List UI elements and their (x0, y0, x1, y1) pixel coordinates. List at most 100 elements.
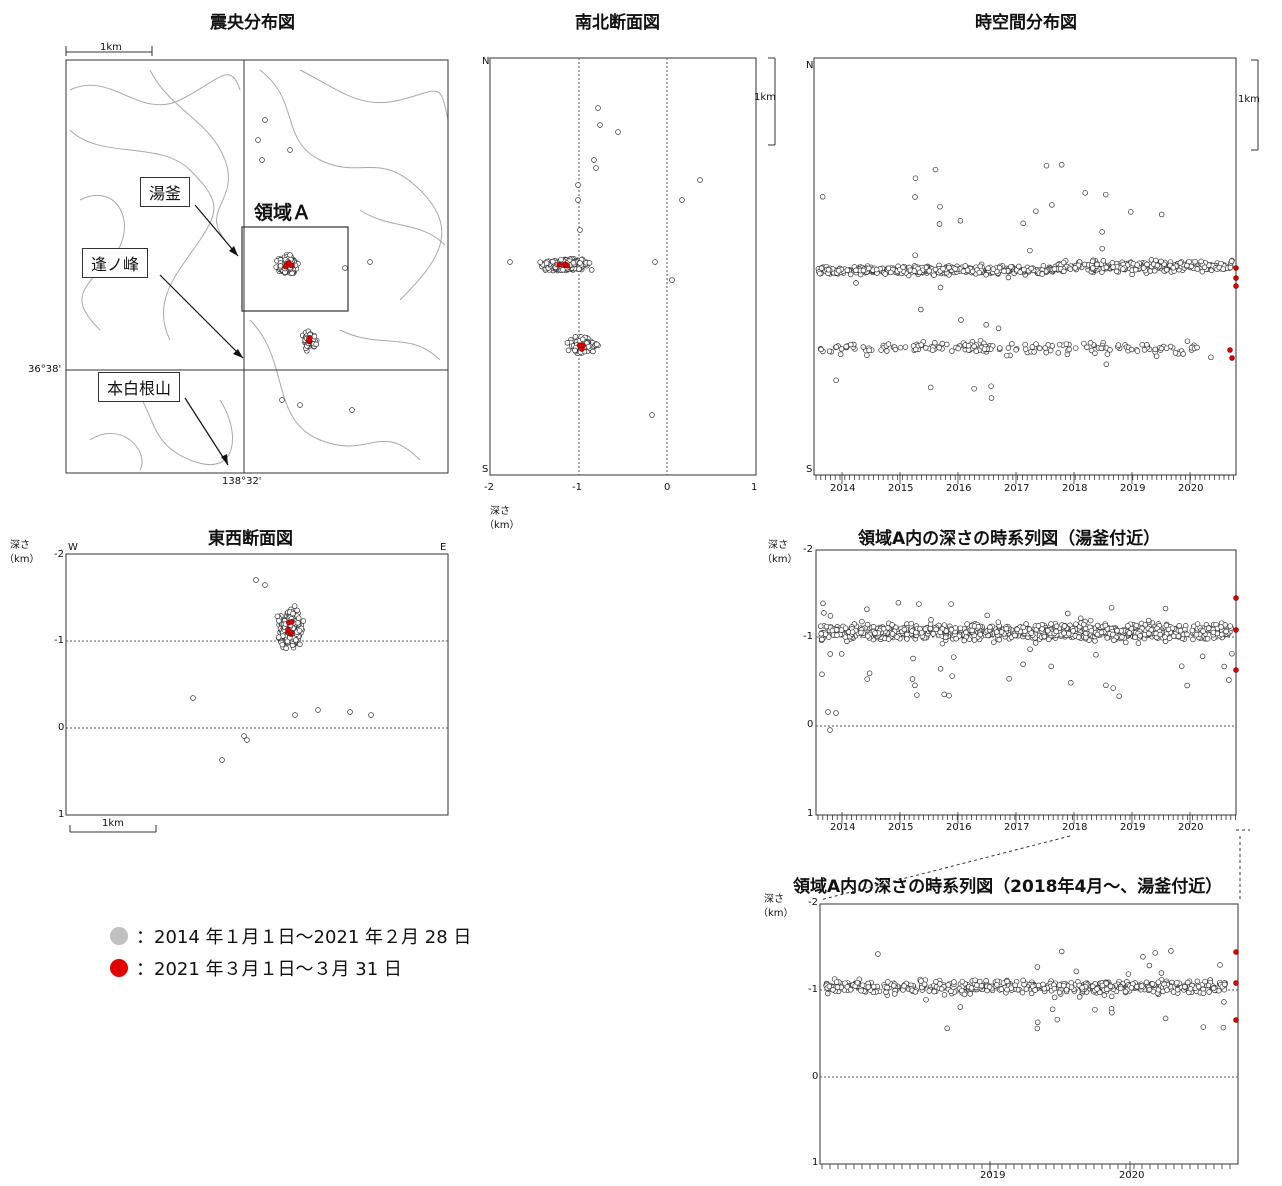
event-point-gray (1020, 661, 1026, 668)
event-point-gray (838, 627, 845, 633)
ts-b-year-2020: 2020 (1119, 1170, 1145, 1181)
event-point-gray (854, 979, 861, 986)
event-point-gray (1200, 990, 1207, 997)
event-point-gray (946, 264, 952, 271)
event-point-gray (1162, 605, 1169, 612)
event-point-gray (595, 105, 601, 111)
event-point-gray (570, 260, 577, 266)
event-point-gray (951, 979, 957, 985)
event-point-gray (1144, 342, 1150, 348)
event-point-gray (649, 412, 655, 418)
event-point-gray (1008, 263, 1014, 270)
ns-section-title: 南北断面図 (575, 13, 660, 33)
event-point-gray (953, 635, 959, 642)
event-point-gray (941, 691, 947, 698)
event-point-gray (1076, 994, 1083, 1000)
event-point-gray (1083, 634, 1089, 641)
event-point-gray (1020, 220, 1026, 227)
event-point-gray (1049, 1006, 1056, 1013)
event-point-gray (977, 631, 984, 638)
event-point-gray (347, 709, 353, 715)
event-point-gray (1162, 634, 1168, 640)
event-point-gray (838, 651, 845, 657)
event-point-gray (1176, 623, 1182, 629)
event-point-gray (1200, 1024, 1207, 1030)
event-point-gray (1223, 628, 1229, 635)
event-point-gray (1145, 617, 1152, 624)
event-point-gray (1051, 985, 1058, 992)
event-point-gray (916, 269, 923, 276)
event-point-gray (1099, 229, 1105, 235)
event-point-gray (1104, 635, 1110, 641)
event-point-gray (297, 641, 303, 648)
ns-s-label: S (482, 464, 489, 475)
event-point-gray (1102, 622, 1109, 629)
ns-unit-label: （km） (484, 520, 520, 531)
event-point-gray (995, 619, 1002, 625)
ts-b-title: 領域A内の深さの時系列図（2018年4月～、湯釜付近） (793, 877, 1223, 897)
ts-b-frame (819, 903, 1239, 1165)
event-point-gray (996, 636, 1002, 643)
event-point-gray (1081, 340, 1087, 347)
ts-a-ytick-3: 1 (807, 808, 814, 819)
event-point-gray (1220, 266, 1226, 272)
event-point-gray (826, 348, 833, 355)
event-point-gray (1012, 632, 1018, 639)
event-point-gray (1009, 341, 1015, 347)
event-point-gray (1042, 345, 1048, 351)
zoom-connectors (819, 835, 1241, 901)
event-point-gray (1055, 350, 1062, 356)
event-point-gray (1035, 982, 1042, 989)
event-point-gray (1189, 627, 1196, 634)
event-point-gray (1125, 623, 1131, 629)
map-lon-label: 138°32' (222, 476, 262, 487)
event-point-gray (914, 692, 920, 698)
event-point-gray (1058, 162, 1065, 168)
event-point-gray (1053, 628, 1059, 635)
event-point-gray (827, 651, 833, 657)
event-point-gray (859, 982, 866, 988)
event-point-gray (873, 266, 880, 273)
event-point-gray (936, 221, 943, 227)
event-point-gray (593, 165, 599, 171)
event-point-gray (1195, 983, 1202, 990)
event-point-gray (864, 621, 871, 628)
event-point-gray (1093, 652, 1099, 658)
event-point-gray (968, 985, 975, 991)
event-point-red (562, 261, 568, 267)
label-motoshirane: 本白根山 (98, 372, 181, 402)
event-point-gray (937, 629, 943, 636)
event-point-gray (972, 977, 978, 983)
event-point-gray (579, 336, 586, 343)
event-point-gray (985, 265, 991, 272)
contour-line (299, 69, 449, 121)
st-year-2018: 2018 (1062, 483, 1088, 494)
event-point-gray (1116, 693, 1122, 699)
event-point-gray (1064, 610, 1071, 617)
event-point-gray (1035, 623, 1042, 629)
label-region-a: 領域Ａ (254, 202, 312, 224)
event-point-gray (975, 624, 982, 630)
map-arrowheads (221, 246, 243, 465)
event-point-gray (1190, 636, 1196, 643)
event-point-gray (1053, 623, 1060, 630)
ns-scale-label: 1km (754, 92, 776, 103)
event-point-gray (971, 343, 977, 350)
event-point-gray (870, 624, 877, 630)
ts-b-ytick-0: -2 (808, 897, 818, 908)
ts-a-year-2014: 2014 (830, 822, 856, 833)
event-point-gray (367, 259, 373, 265)
event-point-gray (870, 983, 877, 990)
event-point-gray (1221, 663, 1227, 670)
event-point-red (1233, 275, 1239, 281)
event-point-gray (313, 341, 319, 348)
event-point-gray (1072, 265, 1078, 271)
event-point-gray (904, 636, 910, 642)
event-point-gray (1128, 209, 1134, 215)
ew-section-title: 東西断面図 (208, 529, 293, 549)
legend-gray: ：2014 年１月１日～2021 年２月 28 日 (110, 923, 471, 949)
event-point-gray (1119, 634, 1125, 640)
event-point-gray (885, 341, 892, 347)
event-point-gray (1218, 624, 1224, 630)
event-point-gray (1028, 630, 1035, 636)
